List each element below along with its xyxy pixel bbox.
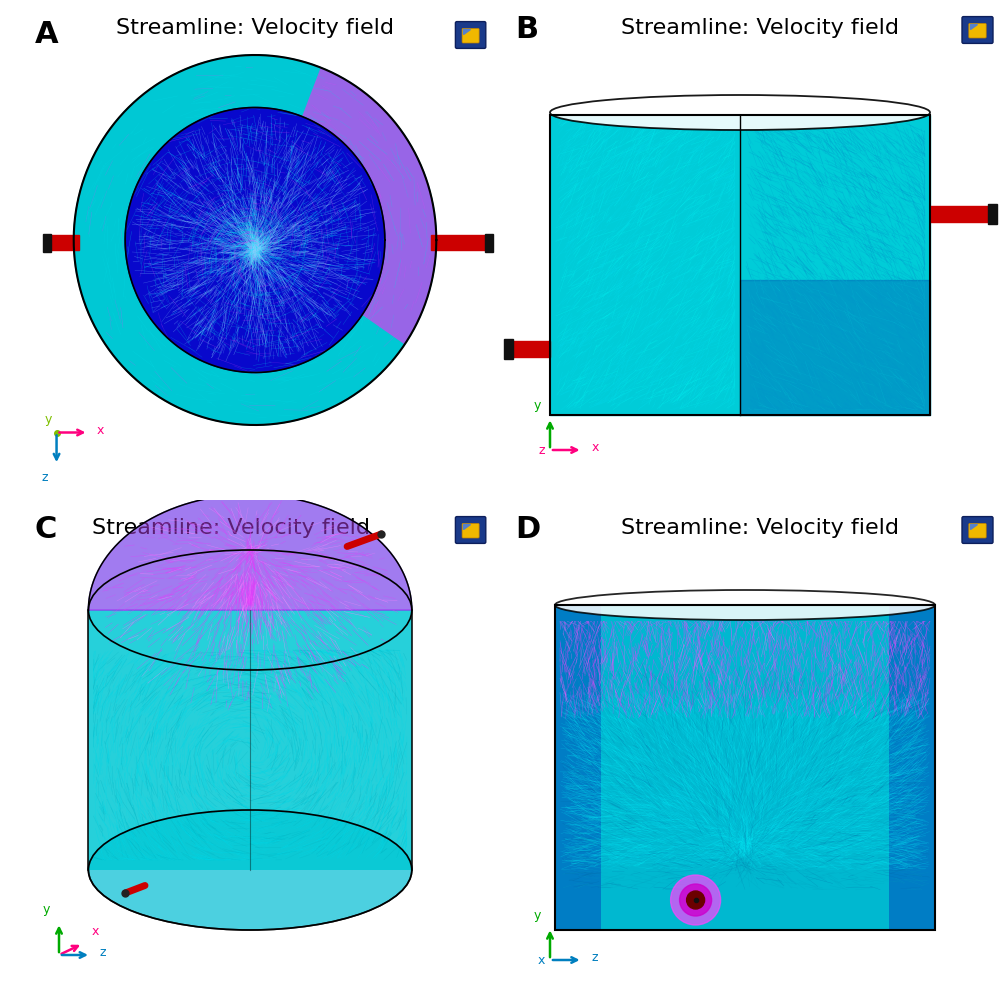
Bar bbox=[555, 605, 601, 930]
Text: y: y bbox=[534, 908, 541, 922]
Bar bbox=[504, 339, 513, 359]
Polygon shape bbox=[463, 524, 470, 529]
Bar bbox=[555, 605, 935, 930]
Text: D: D bbox=[515, 515, 540, 544]
Circle shape bbox=[671, 875, 721, 925]
Circle shape bbox=[680, 884, 712, 916]
Bar bbox=[505, 341, 550, 357]
Text: x: x bbox=[591, 441, 599, 454]
Polygon shape bbox=[970, 24, 977, 29]
Bar bbox=[550, 115, 930, 415]
Ellipse shape bbox=[88, 810, 412, 930]
Circle shape bbox=[687, 891, 705, 909]
Polygon shape bbox=[970, 524, 977, 529]
FancyBboxPatch shape bbox=[962, 517, 993, 543]
FancyBboxPatch shape bbox=[462, 28, 479, 43]
Bar bbox=[44, 235, 79, 250]
Text: y: y bbox=[534, 398, 541, 412]
Text: A: A bbox=[34, 20, 58, 49]
Bar bbox=[889, 605, 935, 930]
Bar bbox=[930, 206, 995, 222]
Bar bbox=[88, 610, 412, 870]
FancyBboxPatch shape bbox=[455, 517, 486, 543]
Text: x: x bbox=[97, 424, 104, 436]
FancyBboxPatch shape bbox=[462, 523, 479, 538]
Text: y: y bbox=[45, 412, 52, 426]
Circle shape bbox=[125, 107, 385, 372]
Bar bbox=[550, 115, 930, 415]
Text: z: z bbox=[100, 946, 106, 959]
Bar bbox=[988, 204, 996, 224]
Text: z: z bbox=[538, 444, 545, 456]
Text: Streamline: Velocity field: Streamline: Velocity field bbox=[92, 518, 370, 538]
Text: Streamline: Velocity field: Streamline: Velocity field bbox=[621, 17, 899, 37]
Text: x: x bbox=[91, 925, 99, 938]
Polygon shape bbox=[463, 29, 470, 34]
Bar bbox=[431, 235, 488, 250]
Text: C: C bbox=[34, 515, 57, 544]
Polygon shape bbox=[255, 68, 436, 344]
Text: B: B bbox=[515, 15, 538, 44]
Circle shape bbox=[74, 55, 436, 425]
Polygon shape bbox=[88, 495, 412, 610]
Bar bbox=[43, 233, 51, 251]
Text: y: y bbox=[43, 904, 50, 916]
FancyBboxPatch shape bbox=[962, 17, 993, 43]
Ellipse shape bbox=[555, 590, 935, 620]
Bar bbox=[485, 233, 493, 251]
Text: z: z bbox=[41, 471, 48, 484]
Polygon shape bbox=[88, 495, 412, 610]
Bar bbox=[740, 280, 930, 415]
Text: z: z bbox=[592, 951, 598, 964]
Text: x: x bbox=[538, 954, 545, 966]
Ellipse shape bbox=[550, 95, 930, 130]
FancyBboxPatch shape bbox=[969, 523, 986, 538]
FancyBboxPatch shape bbox=[969, 23, 986, 38]
FancyBboxPatch shape bbox=[455, 22, 486, 48]
Text: Streamline: Velocity field: Streamline: Velocity field bbox=[116, 17, 394, 37]
Bar bbox=[555, 605, 935, 930]
Text: Streamline: Velocity field: Streamline: Velocity field bbox=[621, 518, 899, 538]
